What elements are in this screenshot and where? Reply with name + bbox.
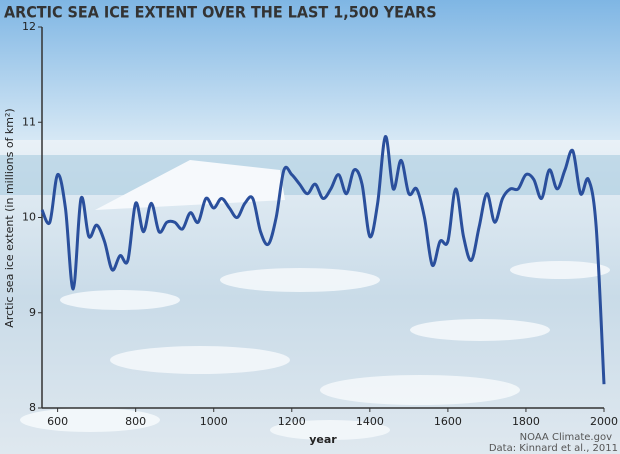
y-tick-label: 10 [22,211,36,224]
iceberg [95,160,285,210]
x-tick-label: 1400 [356,415,384,428]
x-tick-label: 600 [47,415,68,428]
data-line [40,135,606,385]
source: Data: Kinnard et al., 2011 [489,443,618,454]
y-tick-label: 12 [22,20,36,33]
ice-floes [20,261,610,440]
x-tick-label: 2000 [590,415,618,428]
x-tick-label: 1600 [434,415,462,428]
chart-title: ARCTIC SEA ICE EXTENT OVER THE LAST 1,50… [4,3,437,22]
y-tick-label: 8 [29,401,36,414]
x-tick-label: 1000 [200,415,228,428]
y-tick-label: 11 [22,115,36,128]
x-tick-label: 800 [125,415,146,428]
y-axis-label: Arctic sea ice extent (in millions of km… [3,108,16,327]
sky [0,0,620,140]
x-axis-label: year [309,433,337,446]
x-tick-label: 1200 [278,415,306,428]
credit: NOAA Climate.gov [520,432,612,443]
x-tick-label: 1800 [512,415,540,428]
y-tick-label: 9 [29,306,36,319]
